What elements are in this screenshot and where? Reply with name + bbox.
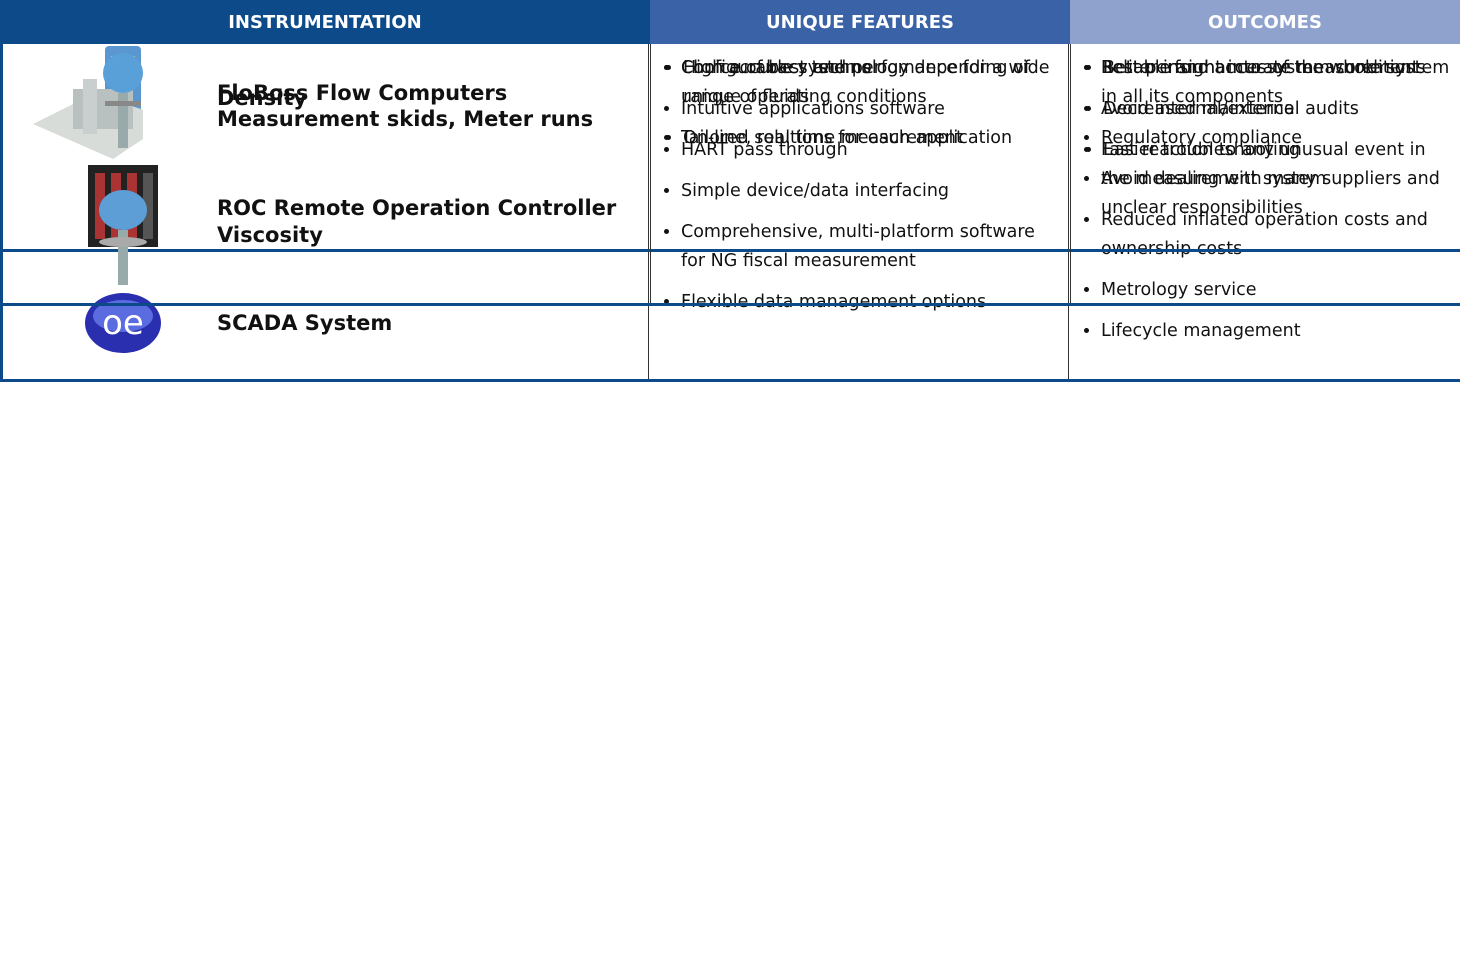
section-body: Density Viscosity High accuracy and perfom… bbox=[0, 44, 1460, 306]
feature: Comprehensive, multi-platform software f… bbox=[681, 218, 1055, 276]
outcome: Lifecycle management bbox=[1101, 317, 1457, 346]
outcome-list: Better insight into system conditions Dec… bbox=[1083, 54, 1457, 177]
feature: Tailored solutions for each application bbox=[681, 124, 1055, 153]
header-title: INSTRUMENTATION bbox=[0, 0, 650, 44]
product-name: Measurement skids, Meter runs bbox=[217, 107, 594, 131]
feature: Configurable systems bbox=[681, 54, 1055, 83]
feature: Simple device/data interfacing bbox=[681, 177, 1055, 206]
outcome: Metrology service bbox=[1101, 276, 1457, 305]
divider bbox=[648, 44, 649, 249]
product-image: oe bbox=[85, 293, 161, 353]
outcome: Regulatory compliance bbox=[1101, 124, 1457, 153]
outcome: Avoid internal/external audits bbox=[1101, 95, 1457, 124]
outcome: Fast reaction to any unusual event in th… bbox=[1101, 136, 1457, 194]
divider bbox=[650, 44, 651, 303]
feature: Flexible data management options bbox=[681, 288, 1055, 317]
section: INSTRUMENTATION UNIQUE FEATURES OUTCOMES De… bbox=[0, 0, 1468, 928]
outcome: Easier troubleshooting bbox=[1103, 136, 1457, 165]
product-name: Density bbox=[217, 86, 308, 110]
product-name: FloBoss Flow Computers bbox=[217, 81, 508, 105]
outcome: Better insight into system conditions bbox=[1103, 54, 1457, 83]
outcome: Best performances of the whole system in… bbox=[1101, 54, 1457, 112]
product-image bbox=[103, 53, 143, 148]
feature: On-line, real time measurement bbox=[683, 124, 1057, 153]
section: TURNKEY SOLUTIONSUNIQUE FEATURESOUTCOMES… bbox=[0, 0, 1468, 634]
product-name: ROC Remote Operation Controller bbox=[217, 196, 617, 220]
feature: High accuracy and perfomance for a wide … bbox=[683, 54, 1057, 112]
feature-list: High accuracy and perfomance for a wide … bbox=[663, 54, 1057, 165]
product-name: SCADA System bbox=[217, 311, 393, 335]
feature: HART pass through bbox=[681, 136, 1055, 165]
outcome-list: Best performances of the whole system in… bbox=[1081, 54, 1457, 235]
header-features: UNIQUE FEATURES bbox=[650, 0, 1070, 44]
outcome: Reliable and accurate measurement bbox=[1101, 54, 1457, 83]
divider bbox=[1068, 44, 1069, 249]
feature-list: Choice of best technology depending of u… bbox=[661, 54, 1055, 165]
logo-text: oe bbox=[102, 303, 144, 343]
feature: Intuitive applications software bbox=[681, 95, 1055, 124]
header-outcomes: OUTCOMES bbox=[1070, 0, 1460, 44]
section-body: Measurement skids, Meter runs Choice of b… bbox=[0, 44, 1460, 252]
outcome: Avoid dealing with many suppliers and un… bbox=[1101, 165, 1457, 223]
product-name: Viscosity bbox=[217, 223, 323, 247]
outcome: Decreased maintence bbox=[1103, 95, 1457, 124]
feature: Choice of best technology depending of u… bbox=[681, 54, 1055, 112]
divider bbox=[1070, 44, 1071, 303]
feature-list: Configurable systems Intuitive applicatio… bbox=[661, 54, 1055, 329]
product-image bbox=[99, 190, 147, 285]
